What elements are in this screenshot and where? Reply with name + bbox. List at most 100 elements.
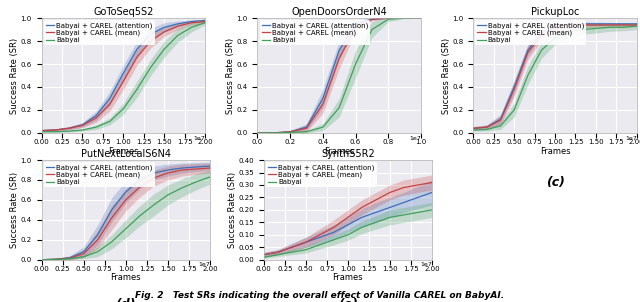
Babyai bbox=[401, 16, 408, 20]
Line: Babyai: Babyai bbox=[42, 177, 210, 260]
Babyai + CAREL (attention) bbox=[352, 22, 360, 26]
Babyai bbox=[288, 250, 296, 254]
Babyai bbox=[330, 238, 338, 242]
Babyai bbox=[260, 255, 268, 259]
Title: OpenDoorsOrderN4: OpenDoorsOrderN4 bbox=[291, 7, 387, 17]
Babyai + CAREL (attention) bbox=[401, 16, 408, 20]
Line: Babyai + CAREL (attention): Babyai + CAREL (attention) bbox=[264, 192, 432, 255]
Babyai + CAREL (mean) bbox=[288, 246, 296, 249]
Babyai bbox=[51, 130, 59, 133]
Babyai + CAREL (attention) bbox=[274, 250, 282, 254]
Babyai + CAREL (mean) bbox=[483, 125, 491, 129]
Babyai bbox=[92, 125, 100, 129]
Babyai + CAREL (attention) bbox=[270, 131, 278, 135]
Babyai + CAREL (mean) bbox=[94, 238, 102, 242]
Babyai + CAREL (attention) bbox=[633, 22, 640, 26]
Babyai bbox=[52, 258, 60, 261]
Babyai + CAREL (mean) bbox=[38, 258, 45, 262]
Babyai + CAREL (attention) bbox=[192, 165, 200, 169]
Babyai bbox=[510, 108, 518, 112]
Babyai + CAREL (attention) bbox=[106, 97, 113, 100]
Line: Babyai + CAREL (mean): Babyai + CAREL (mean) bbox=[42, 168, 210, 260]
Text: (c): (c) bbox=[546, 176, 564, 189]
Legend: Babyai + CAREL (attention), Babyai + CAREL (mean), Babyai: Babyai + CAREL (attention), Babyai + CAR… bbox=[260, 20, 371, 46]
Babyai + CAREL (mean) bbox=[538, 34, 545, 37]
Babyai + CAREL (attention) bbox=[94, 233, 102, 237]
Babyai + CAREL (mean) bbox=[302, 240, 310, 244]
Babyai + CAREL (attention) bbox=[286, 130, 294, 133]
Babyai + CAREL (attention) bbox=[150, 171, 157, 175]
Babyai bbox=[620, 25, 627, 29]
Babyai + CAREL (mean) bbox=[497, 118, 504, 122]
Babyai + CAREL (mean) bbox=[401, 16, 408, 20]
Babyai + CAREL (mean) bbox=[192, 167, 200, 171]
Babyai + CAREL (attention) bbox=[330, 230, 338, 234]
Babyai + CAREL (mean) bbox=[368, 18, 376, 21]
Legend: Babyai + CAREL (attention), Babyai + CAREL (mean), Babyai: Babyai + CAREL (attention), Babyai + CAR… bbox=[266, 162, 377, 188]
Babyai bbox=[161, 47, 168, 51]
Babyai + CAREL (mean) bbox=[253, 131, 261, 135]
Babyai + CAREL (mean) bbox=[524, 51, 532, 54]
Babyai + CAREL (mean) bbox=[633, 23, 640, 27]
Babyai + CAREL (attention) bbox=[201, 19, 209, 22]
X-axis label: Frames: Frames bbox=[333, 273, 363, 282]
Babyai bbox=[38, 130, 45, 133]
Babyai bbox=[400, 213, 408, 217]
Text: 1e7: 1e7 bbox=[198, 262, 210, 268]
Babyai + CAREL (attention) bbox=[38, 129, 45, 132]
Babyai + CAREL (attention) bbox=[133, 47, 141, 51]
Babyai + CAREL (mean) bbox=[344, 216, 352, 219]
Babyai + CAREL (mean) bbox=[417, 16, 425, 20]
X-axis label: Frames: Frames bbox=[540, 146, 570, 156]
Babyai bbox=[344, 233, 352, 237]
Babyai + CAREL (mean) bbox=[330, 226, 338, 229]
Babyai + CAREL (attention) bbox=[538, 31, 545, 35]
Line: Babyai + CAREL (attention): Babyai + CAREL (attention) bbox=[42, 21, 205, 130]
Babyai bbox=[79, 128, 86, 132]
Line: Babyai: Babyai bbox=[257, 18, 421, 133]
Babyai + CAREL (mean) bbox=[92, 116, 100, 120]
Babyai bbox=[368, 28, 376, 31]
Text: 1e7: 1e7 bbox=[420, 262, 432, 268]
Babyai bbox=[417, 16, 425, 20]
Babyai bbox=[122, 227, 129, 231]
Text: Fig. 2   Test SRs indicating the overall effect of Vanilla CAREL on BabyAI.: Fig. 2 Test SRs indicating the overall e… bbox=[136, 291, 504, 300]
Babyai bbox=[147, 66, 154, 69]
Babyai + CAREL (attention) bbox=[302, 240, 310, 244]
Babyai + CAREL (mean) bbox=[372, 198, 380, 202]
Babyai + CAREL (attention) bbox=[605, 22, 613, 26]
Line: Babyai + CAREL (mean): Babyai + CAREL (mean) bbox=[257, 18, 421, 133]
Babyai + CAREL (mean) bbox=[206, 166, 214, 170]
Babyai bbox=[579, 28, 586, 31]
Babyai + CAREL (attention) bbox=[147, 32, 154, 36]
Babyai + CAREL (mean) bbox=[66, 256, 74, 260]
Babyai + CAREL (mean) bbox=[303, 127, 310, 130]
Legend: Babyai + CAREL (attention), Babyai + CAREL (mean), Babyai: Babyai + CAREL (attention), Babyai + CAR… bbox=[476, 20, 586, 46]
Line: Babyai + CAREL (mean): Babyai + CAREL (mean) bbox=[474, 25, 637, 128]
Babyai + CAREL (mean) bbox=[270, 131, 278, 135]
Y-axis label: Success Rate (SR): Success Rate (SR) bbox=[442, 37, 451, 114]
Babyai bbox=[286, 130, 294, 134]
Babyai + CAREL (attention) bbox=[161, 25, 168, 29]
Babyai bbox=[605, 25, 613, 29]
Babyai + CAREL (mean) bbox=[510, 88, 518, 91]
Babyai bbox=[164, 193, 172, 197]
Babyai bbox=[133, 88, 141, 91]
Y-axis label: Success Rate (SR): Success Rate (SR) bbox=[228, 172, 237, 248]
Babyai + CAREL (attention) bbox=[120, 71, 127, 75]
Babyai + CAREL (mean) bbox=[579, 23, 586, 27]
Babyai bbox=[414, 210, 422, 214]
Babyai bbox=[335, 106, 343, 109]
Babyai + CAREL (mean) bbox=[161, 30, 168, 34]
Babyai + CAREL (mean) bbox=[133, 55, 141, 59]
Line: Babyai + CAREL (attention): Babyai + CAREL (attention) bbox=[42, 166, 210, 260]
Babyai + CAREL (mean) bbox=[51, 128, 59, 132]
Line: Babyai: Babyai bbox=[42, 23, 205, 132]
Babyai + CAREL (mean) bbox=[147, 39, 154, 43]
X-axis label: Frames: Frames bbox=[111, 273, 141, 282]
Line: Babyai + CAREL (mean): Babyai + CAREL (mean) bbox=[42, 21, 205, 130]
Babyai + CAREL (attention) bbox=[260, 253, 268, 257]
X-axis label: Frames: Frames bbox=[324, 146, 355, 156]
Babyai bbox=[303, 130, 310, 133]
Babyai + CAREL (attention) bbox=[620, 22, 627, 26]
